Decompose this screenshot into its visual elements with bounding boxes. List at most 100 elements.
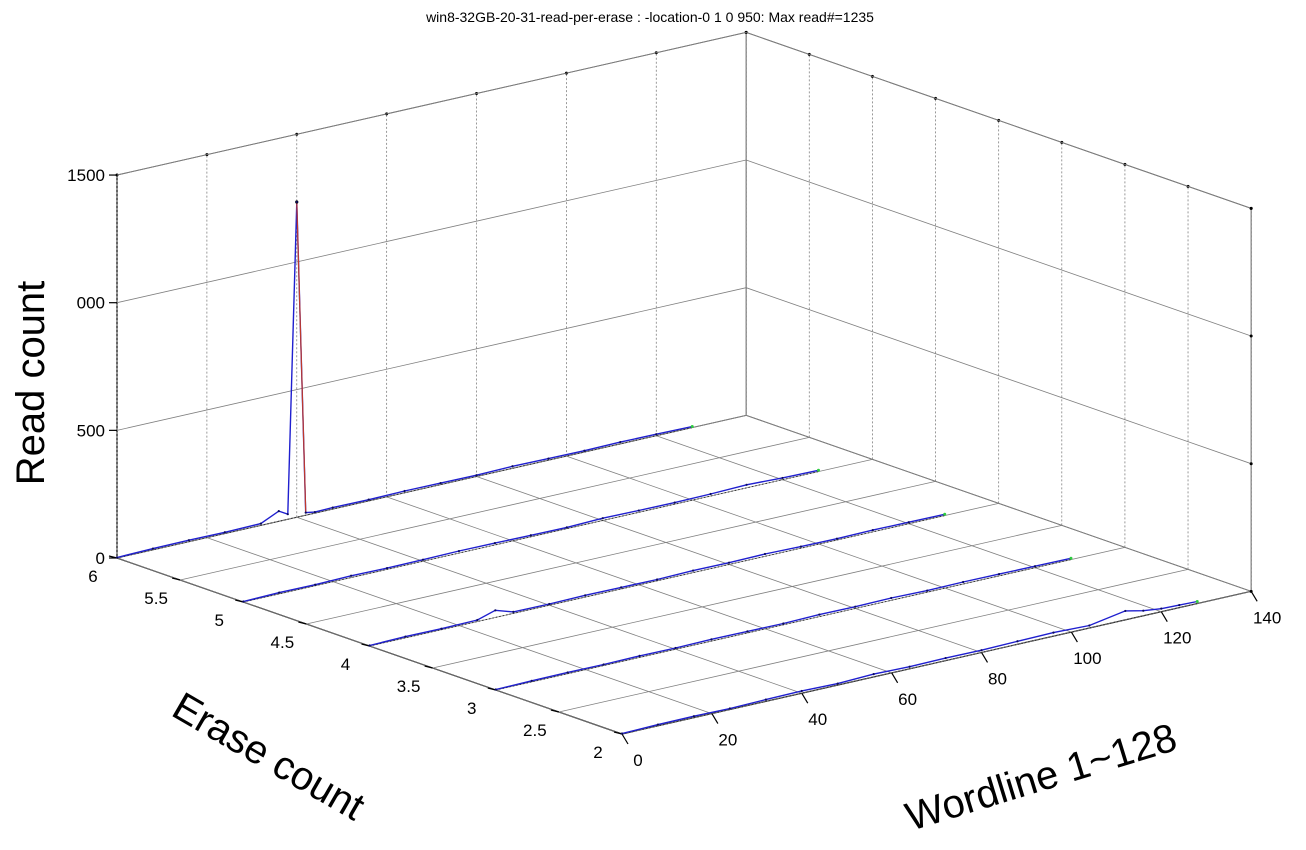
series-point — [583, 449, 586, 452]
series-point — [566, 671, 569, 674]
series-point — [278, 591, 281, 594]
series-baseline — [243, 471, 819, 603]
x-tick-label: 100 — [1073, 649, 1101, 668]
y-tick-label: 5 — [215, 611, 224, 630]
series-line-erase-6 — [116, 201, 693, 559]
series-point — [295, 200, 298, 204]
series-point — [115, 556, 119, 559]
x-tick-label: 20 — [718, 731, 737, 750]
series-point — [1052, 631, 1055, 634]
y-tick-mark — [171, 577, 181, 581]
series-point — [476, 618, 479, 622]
series-baseline — [495, 559, 1072, 691]
series-end-marker — [690, 425, 694, 429]
series-point — [404, 635, 407, 638]
floor-grid-y — [558, 568, 1189, 713]
series-point — [457, 549, 461, 553]
x-tick-mark — [621, 733, 629, 745]
x-tick-label: 0 — [633, 751, 642, 770]
series-point — [584, 594, 587, 597]
series-point — [286, 513, 289, 516]
series-point — [304, 511, 307, 514]
series-point — [602, 663, 605, 666]
series-point — [728, 707, 731, 710]
series-point — [223, 531, 226, 534]
y-tick-label: 6 — [88, 567, 97, 586]
x-tick-mark — [801, 692, 809, 704]
right-wall-front-dot — [1249, 334, 1253, 338]
axis-panes — [115, 30, 1253, 735]
series-point — [799, 545, 803, 548]
right-grid-z — [746, 159, 1252, 337]
series-baseline — [621, 603, 1198, 735]
z-axis-label: Read count — [9, 281, 53, 486]
axis-ticks: 02040608010012014022.533.544.555.5605000… — [67, 166, 1281, 770]
series-point — [692, 715, 696, 718]
right-grid-z — [746, 32, 1252, 209]
series-point — [656, 723, 660, 726]
series-point — [745, 483, 748, 486]
series-point — [331, 506, 334, 509]
z-tick-label: 0 — [96, 549, 105, 568]
series-point — [547, 457, 550, 460]
series-point — [673, 501, 676, 504]
series-point — [259, 522, 262, 525]
series-point — [835, 537, 838, 540]
series-point — [781, 476, 784, 480]
series-point — [800, 689, 803, 693]
chart-title: win8-32GB-20-31-read-per-erase : -locati… — [425, 9, 874, 25]
series-point — [1033, 565, 1037, 568]
y-tick-label: 2.5 — [523, 721, 547, 740]
series-point — [1016, 640, 1019, 643]
y-tick-label: 4 — [341, 655, 350, 674]
series-point — [944, 656, 947, 660]
right-wall-front-dot — [1249, 206, 1253, 210]
series-end-marker — [1069, 556, 1073, 560]
series-point — [655, 433, 658, 436]
series-point — [1178, 603, 1181, 607]
series-point — [656, 578, 659, 581]
series-point — [890, 596, 893, 600]
series-point — [620, 732, 624, 735]
y-tick-mark — [487, 687, 496, 691]
series-point — [1124, 609, 1127, 613]
series-point — [746, 630, 749, 633]
series-point — [638, 654, 641, 657]
series-point — [674, 646, 677, 650]
series-end-marker — [1195, 600, 1199, 604]
series-point — [368, 644, 371, 647]
series-point — [637, 509, 640, 512]
series-baseline — [369, 515, 945, 647]
series-point — [530, 679, 533, 682]
series-end-marker — [816, 468, 820, 472]
y-tick-mark — [424, 665, 433, 669]
floor-grid-y — [180, 436, 810, 581]
series-point — [350, 574, 353, 577]
y-tick-label: 4.5 — [271, 633, 295, 652]
series-point — [997, 572, 1001, 576]
series-point — [475, 474, 478, 477]
x-tick-mark — [1070, 631, 1078, 643]
series-point — [385, 567, 389, 570]
floor-grid-y — [432, 524, 1062, 669]
series-point — [421, 558, 425, 561]
back-grid-z — [116, 31, 747, 176]
series-peak-segment — [296, 201, 307, 513]
series-point — [403, 489, 406, 493]
right-grid-z — [746, 414, 1252, 592]
back-grid-z — [116, 287, 747, 431]
series-point — [709, 492, 712, 496]
x-tick-mark — [1160, 611, 1168, 623]
series-point — [439, 482, 442, 485]
series-point — [764, 698, 767, 701]
z-tick-label: 500 — [77, 421, 105, 440]
series-end-marker — [943, 512, 947, 516]
series-point — [763, 552, 767, 556]
y-tick-mark — [361, 643, 370, 647]
y-axis-label: Erase count — [165, 684, 372, 829]
x-tick-label: 140 — [1253, 608, 1281, 627]
y-tick-label: 5.5 — [144, 589, 168, 608]
x-tick-label: 40 — [808, 710, 827, 729]
y-tick-mark — [550, 709, 560, 713]
floor-grid-y — [306, 480, 936, 625]
